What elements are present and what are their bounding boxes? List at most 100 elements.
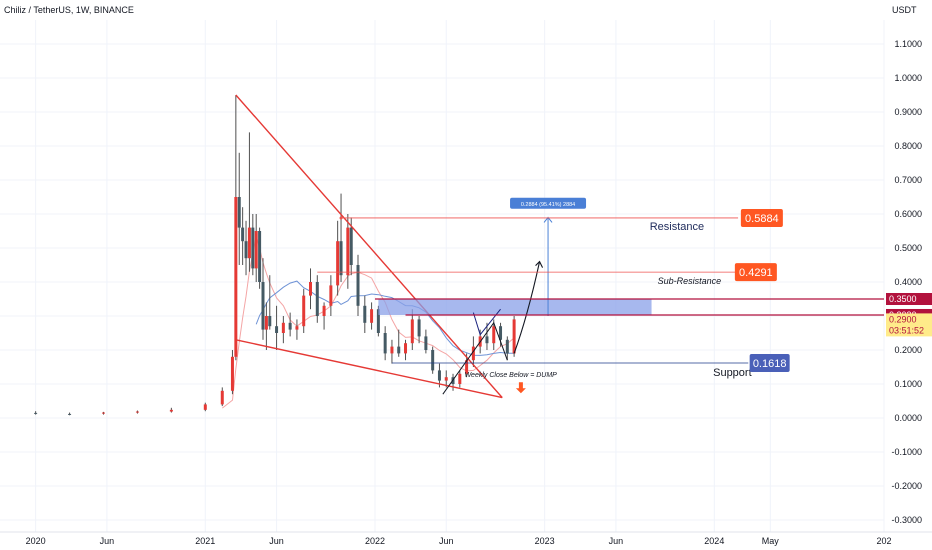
drawings: 0.2884 (95.41%) 2884	[235, 94, 652, 399]
candle	[397, 329, 401, 357]
candle-body	[410, 319, 414, 344]
current-price-text: 0.2900	[889, 314, 917, 324]
x-tick-label: Jun	[269, 536, 284, 546]
candle-body	[349, 227, 353, 265]
y-tick-label: 0.9000	[894, 107, 922, 117]
candle-body	[336, 241, 340, 286]
candle-body	[512, 319, 516, 354]
candle	[346, 214, 350, 289]
candle-body	[251, 227, 255, 269]
sub-resistance-text: Sub-Resistance	[658, 276, 722, 286]
candle	[410, 309, 414, 350]
candle	[444, 370, 448, 388]
candle	[329, 275, 333, 316]
pattern-path	[442, 321, 508, 395]
candle	[261, 258, 265, 340]
candle-body	[465, 360, 469, 374]
candle	[258, 227, 262, 289]
candle-body	[458, 373, 462, 384]
candle-body	[247, 227, 251, 259]
candle-body	[383, 333, 387, 354]
candle	[247, 132, 251, 272]
candle-body	[34, 412, 38, 414]
resistance-text: Resistance	[650, 221, 704, 233]
candle	[451, 373, 455, 391]
candle	[241, 207, 245, 265]
candle	[264, 302, 268, 350]
resistance-price-tag-text: 0.5884	[745, 213, 779, 225]
x-tick-label: Jun	[439, 536, 454, 546]
y-tick-label: 0.8000	[894, 141, 922, 151]
candle-body	[275, 326, 279, 333]
projection-path	[472, 308, 501, 336]
candle-body	[288, 322, 292, 330]
candle-body	[309, 282, 313, 296]
candle	[424, 329, 428, 354]
candle-body	[339, 241, 343, 276]
candle	[309, 268, 313, 310]
candle	[68, 412, 72, 416]
candle-body	[203, 404, 207, 410]
candle-body	[376, 309, 380, 333]
axis-unit-label: USDT	[892, 5, 917, 15]
candle	[237, 152, 241, 265]
candle-body	[264, 316, 268, 330]
candle	[322, 302, 326, 330]
candle-body	[295, 326, 299, 330]
chart-title: Chiliz / TetherUS, 1W, BINANCE	[4, 5, 134, 15]
x-tick-label: 2021	[195, 536, 215, 546]
x-axis: 2020 Jun 2021 Jun 2022 Jun 2023 Jun 2024 May 202	[0, 531, 932, 546]
axis-tag-current-bg	[886, 313, 932, 337]
candle	[203, 402, 207, 412]
candle	[390, 339, 394, 364]
candle-body	[169, 409, 173, 412]
candle	[169, 407, 173, 413]
candle	[383, 326, 387, 361]
candle-body	[346, 227, 350, 276]
support-price-tag: 0.1618	[749, 353, 790, 372]
candle-body	[322, 305, 326, 316]
candle-body	[281, 322, 285, 333]
candle-body	[268, 316, 272, 327]
x-tick-label: May	[762, 536, 780, 546]
bullish-arrow-head	[535, 260, 544, 268]
candle-body	[315, 282, 319, 316]
candle	[281, 316, 285, 344]
countdown-text: 03:51:52	[889, 325, 924, 335]
candle	[251, 214, 255, 276]
candle-body	[505, 339, 509, 354]
descending-trendline	[235, 94, 503, 399]
candle	[485, 322, 489, 350]
y-tick-label: 0.7000	[894, 175, 922, 185]
axis-tag-zone-upper-bg	[886, 293, 932, 305]
horizontal-levels: Resistance Sub-Resistance Support Weekly Cl…	[317, 208, 884, 394]
candle	[268, 275, 272, 330]
y-tick-label: -0.2000	[891, 481, 922, 491]
candle	[102, 411, 106, 415]
candle	[220, 387, 224, 407]
candle-body	[254, 231, 258, 269]
candle	[363, 295, 367, 333]
candle-body	[431, 350, 435, 371]
candle-body	[397, 346, 401, 354]
support-price-tag-text: 0.1618	[753, 358, 787, 370]
sub-resistance-price-tag: 0.4291	[734, 263, 777, 282]
candle	[356, 254, 360, 316]
candle	[315, 275, 319, 323]
moving-average-line	[255, 280, 515, 356]
y-tick-label: 0.2000	[894, 345, 922, 355]
candle-body	[370, 309, 374, 323]
lower-trendline	[235, 339, 503, 399]
resistance-anchor	[339, 216, 343, 220]
candle	[492, 319, 496, 350]
candle-body	[404, 343, 408, 354]
x-tick-label: 2024	[704, 536, 724, 546]
candle	[234, 95, 238, 361]
candle-body	[492, 326, 496, 344]
candle-body	[244, 241, 248, 259]
y-tick-label: -0.3000	[891, 515, 922, 525]
y-axis: 1.1000 1.0000 0.9000 0.8000 0.7000 0.6000 0.50…	[891, 39, 922, 525]
